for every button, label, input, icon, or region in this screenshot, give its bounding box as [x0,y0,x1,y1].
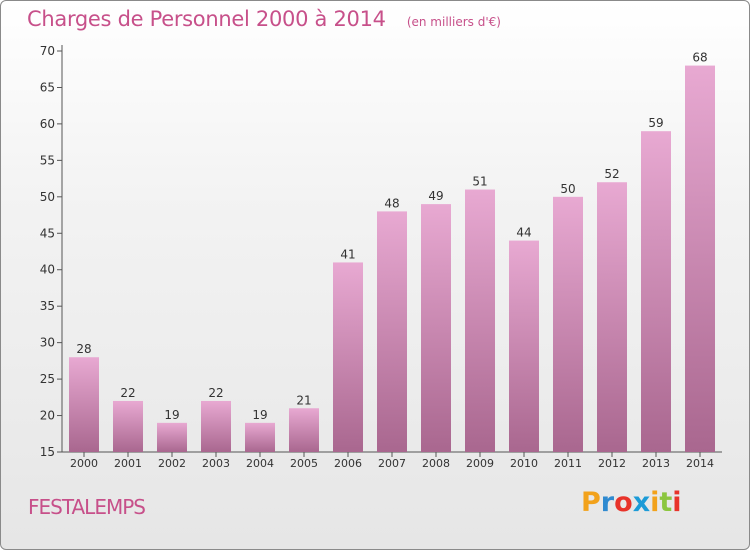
value-label: 68 [692,51,707,65]
logo-letter: x [632,487,651,518]
bar-2001 [113,400,143,452]
x-tick-label: 2004 [246,457,274,470]
bar-2005 [289,408,319,452]
bar-2010 [509,240,539,452]
value-label: 51 [472,175,487,189]
bar-2002 [157,422,187,452]
value-label: 19 [252,408,267,422]
chart-subtitle: (en milliers d'€) [406,15,501,29]
y-tick-label: 35 [40,299,55,313]
chart-title: Charges de Personnel 2000 à 2014 [27,7,386,31]
value-label: 19 [164,408,179,422]
value-label: 21 [296,393,311,407]
bar-2006 [333,262,363,452]
value-label: 59 [648,116,663,130]
y-tick-label: 45 [40,226,55,240]
value-label: 49 [428,189,443,203]
value-label: 48 [384,196,399,210]
x-tick-label: 2005 [290,457,318,470]
value-label: 22 [120,386,135,400]
x-tick-label: 2007 [378,457,406,470]
value-label: 50 [560,182,575,196]
x-tick-label: 2014 [686,457,714,470]
axes: 15 20 25 30 35 40 45 50 55 60 65 70 2000 2001 2002 2003… [40,44,722,470]
x-tick-label: 2011 [554,457,582,470]
bar-2008 [421,204,451,452]
x-tick-label: 2012 [598,457,626,470]
proxiti-logo: Proxiti [581,487,682,518]
bar-2012 [597,182,627,452]
logo-letter: P [581,487,601,518]
y-tick-label: 15 [40,445,55,459]
value-label: 44 [516,226,531,240]
x-tick-label: 2002 [158,457,186,470]
y-tick-label: 40 [40,263,55,277]
bar-2009 [465,189,495,452]
x-tick-label: 2013 [642,457,670,470]
value-label: 22 [208,386,223,400]
logo-letter: i [650,487,660,518]
y-tick-label: 65 [40,80,55,94]
y-tick-label: 55 [40,153,55,167]
y-tick-label: 50 [40,190,55,204]
bar-2007 [377,211,407,452]
value-label: 52 [604,167,619,181]
x-tick-label: 2008 [422,457,450,470]
x-tick-label: 2010 [510,457,538,470]
bar-2011 [553,196,583,452]
logo-letter: r [600,487,615,518]
y-tick-label: 70 [40,44,55,58]
x-tick-label: 2003 [202,457,230,470]
logo-letter: i [672,487,682,518]
bars [69,65,715,452]
x-tick-label: 2000 [70,457,98,470]
logo-letter: o [614,487,633,518]
logo-letter: t [659,487,673,518]
value-label: 28 [76,342,91,356]
bar-2004 [245,422,275,452]
y-tick-label: 60 [40,117,55,131]
y-tick-label: 30 [40,336,55,350]
value-label: 41 [340,247,355,261]
bar-2014 [685,65,715,452]
x-tick-label: 2001 [114,457,142,470]
bar-2013 [641,131,671,452]
x-tick-label: 2006 [334,457,362,470]
bar-2000 [69,357,99,452]
commune-name: FESTALEMPS [28,495,146,519]
bar-2003 [201,400,231,452]
x-tick-label: 2009 [466,457,494,470]
value-labels: 28 22 19 22 19 21 41 48 49 51 44 50 52 59 68 [76,51,707,422]
y-tick-label: 20 [40,409,55,423]
y-tick-label: 25 [40,372,55,386]
title-row: Charges de Personnel 2000 à 2014 (en mil… [27,7,501,31]
